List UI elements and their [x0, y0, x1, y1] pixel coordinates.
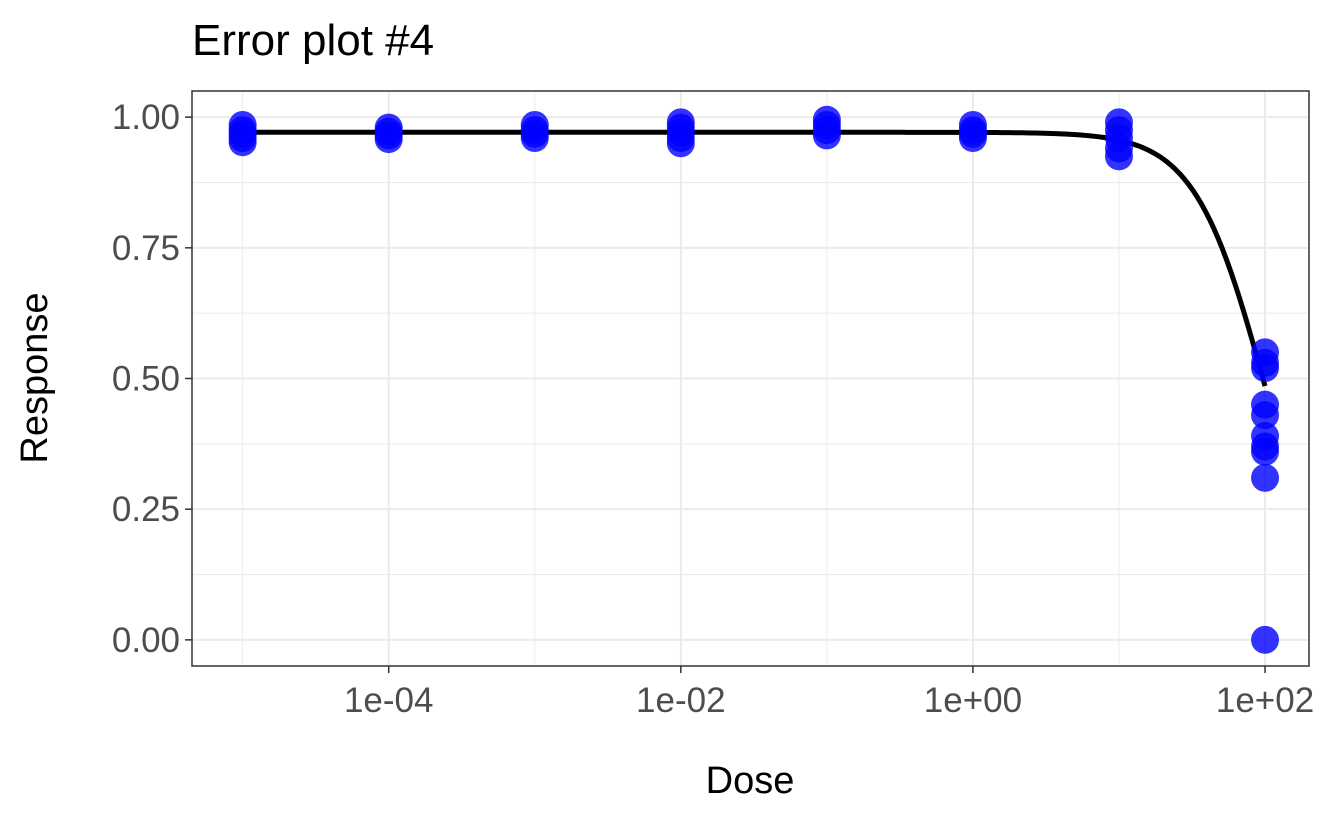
data-points — [228, 105, 1280, 654]
y-tick-label: 0.75 — [112, 229, 180, 268]
x-axis-title: Dose — [706, 760, 795, 802]
fit-curve — [242, 129, 1268, 387]
x-tick-label: 1e-04 — [344, 681, 434, 720]
y-tick-label: 1.00 — [112, 98, 180, 137]
data-point — [1251, 354, 1280, 383]
gridlines — [192, 91, 1309, 666]
y-tick-label: 0.00 — [112, 621, 180, 660]
x-tick-label: 1e+00 — [924, 681, 1022, 720]
y-axis-ticks: 0.00 0.25 0.50 0.75 1.00 — [112, 98, 192, 660]
y-tick-label: 0.50 — [112, 360, 180, 399]
x-axis-ticks: 1e-04 1e-02 1e+00 1e+02 — [344, 666, 1314, 720]
y-axis-title: Response — [14, 292, 56, 463]
data-point — [1251, 437, 1280, 466]
data-point — [812, 121, 841, 150]
data-point — [958, 124, 987, 153]
data-point — [374, 125, 403, 154]
data-point — [520, 124, 549, 153]
data-point — [666, 129, 695, 158]
data-point — [1251, 625, 1280, 654]
x-tick-label: 1e-02 — [636, 681, 726, 720]
fit-curve-layer — [242, 129, 1268, 387]
chart-title: Error plot #4 — [192, 16, 434, 65]
data-point — [1251, 401, 1280, 430]
y-tick-label: 0.25 — [112, 490, 180, 529]
data-point — [1251, 463, 1280, 492]
data-point — [228, 128, 257, 157]
x-tick-label: 1e+02 — [1216, 681, 1314, 720]
data-point — [1104, 142, 1133, 171]
